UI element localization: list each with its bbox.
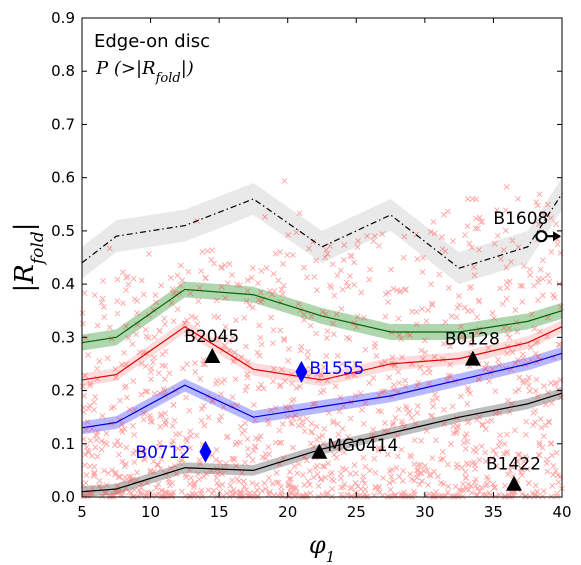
label-b0128: B0128 [445,330,500,350]
y-tick-label: 0.6 [51,169,75,187]
label-b1422: B1422 [486,455,541,475]
marker-b0712 [199,440,212,463]
x-tick-label: 5 [77,503,87,521]
label-b1555: B1555 [309,359,364,379]
x-axis-ticks: 5 10 15 20 25 30 35 40 [77,18,572,521]
confidence-band-5 [82,387,562,497]
label-b1608: B1608 [493,209,548,229]
chart-subtitle: P (>|Rfold|) [95,58,194,86]
x-tick-label: 15 [210,503,229,521]
marker-b2045 [204,347,221,363]
y-tick-label: 0.8 [51,62,75,80]
plot-frame [81,17,563,498]
label-b0712: B0712 [135,443,190,463]
x-tick-label: 10 [141,503,160,521]
chart-title: Edge-on disc [94,31,210,52]
series-line-3 [81,325,563,381]
y-tick-label: 0.2 [51,382,75,400]
marker-b1555 [295,360,308,383]
marker-b1422 [506,475,522,491]
x-tick-label: 40 [552,503,571,521]
y-axis-ticks: 0.0 0.1 0.2 0.3 0.4 0.5 0.6 0.7 0.8 0.9 [51,9,562,506]
y-axis-label: |Rfold| [10,223,48,293]
y-tick-label: 0.3 [51,328,75,346]
y-tick-label: 0.0 [51,488,75,506]
y-tick-label: 0.5 [51,222,75,240]
marker-b1608-arrowhead [553,231,561,242]
marker-b1608 [535,230,548,243]
confidence-band-1 [82,177,562,285]
y-tick-label: 0.9 [51,9,75,27]
y-tick-label: 0.7 [51,115,75,133]
marker-b0128 [464,350,481,366]
confidence-band-4 [82,346,562,435]
annotation-markers: B1608 B2045 B0128 B1555 B0712 MG0414 B1422 [135,209,561,491]
label-mg0414: MG0414 [327,436,398,456]
label-b2045: B2045 [184,327,239,347]
x-tick-label: 35 [484,503,503,521]
marker-mg0414 [311,443,328,459]
y-tick-label: 0.1 [51,435,75,453]
x-tick-label: 30 [415,503,434,521]
x-axis-label: φ1 [309,531,335,565]
x-tick-label: 25 [347,503,366,521]
x-tick-label: 20 [278,503,297,521]
series-line-4 [81,352,563,429]
series-line-2 [81,288,563,344]
y-tick-label: 0.4 [51,275,75,293]
